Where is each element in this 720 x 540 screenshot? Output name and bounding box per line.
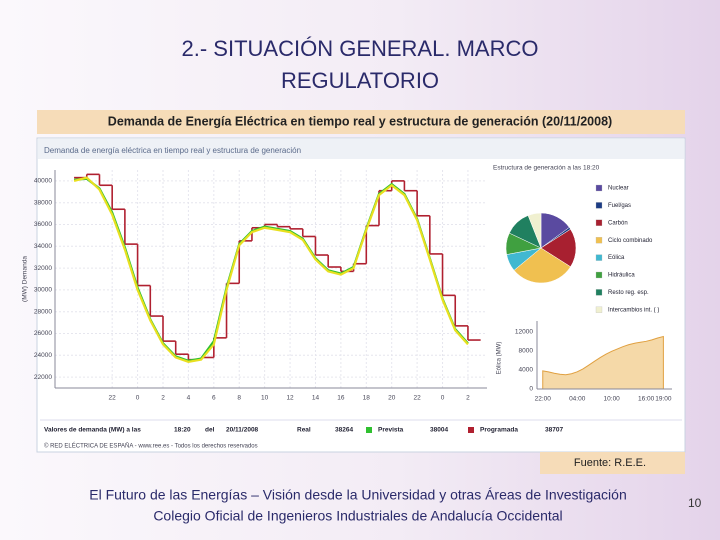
panel xyxy=(36,137,686,453)
y-tick-label: 36000 xyxy=(34,221,52,228)
x-tick-label: 22:00 xyxy=(535,396,552,403)
legend-swatch xyxy=(595,219,603,226)
y-tick-label: 30000 xyxy=(34,287,52,294)
legend-swatch xyxy=(595,306,603,313)
y-axis-label: (MW) Demanda xyxy=(22,256,29,302)
legend-swatch xyxy=(595,202,603,209)
y-tick-label: 4000 xyxy=(519,367,534,374)
legend-label: Carbón xyxy=(608,220,628,226)
pie-slice xyxy=(527,212,542,249)
x-tick-label: 10 xyxy=(261,395,269,402)
source: Fuente: R.E.E. xyxy=(574,457,646,469)
series-line xyxy=(73,176,469,363)
legend-label: Hidráulica xyxy=(608,273,635,279)
summary-time: 18:20 xyxy=(174,427,191,434)
summary-name: Programada xyxy=(480,427,518,434)
legend-label: Nuclear xyxy=(608,186,629,192)
x-tick-label: 0 xyxy=(136,395,140,402)
footer: Colegio Oficial de Ingenieros Industrial… xyxy=(153,508,562,524)
y-tick-label: 28000 xyxy=(34,308,52,315)
pie-slice xyxy=(540,228,577,268)
y-axis-label: Eólica (MW) xyxy=(497,342,503,375)
area xyxy=(542,335,664,390)
summary-name: Prevista xyxy=(378,427,404,434)
summary-name: Real xyxy=(297,427,311,434)
summary-value: 38004 xyxy=(430,427,448,434)
y-tick-label: 34000 xyxy=(34,243,52,250)
panel-title: Demanda de energía eléctrica en tiempo r… xyxy=(44,146,301,155)
legend-label: Resto reg. esp. xyxy=(608,290,649,296)
legend-label: Intercambios int. ( ) xyxy=(608,307,659,313)
summary-label: Valores de demanda (MW) a las xyxy=(44,427,141,434)
subtitle-band xyxy=(37,110,685,134)
y-tick-label: 24000 xyxy=(34,352,52,359)
legend-swatch xyxy=(595,237,603,244)
slide-title: 2.- SITUACIÓN GENERAL. MARCO xyxy=(182,36,539,61)
x-tick-label: 20 xyxy=(388,395,396,402)
x-tick-label: 6 xyxy=(212,395,216,402)
legend-label: Fuel/gas xyxy=(608,203,631,209)
x-tick-label: 22 xyxy=(109,395,117,402)
x-tick-label: 12 xyxy=(286,395,294,402)
legend-swatch xyxy=(595,254,603,261)
x-tick-label: 22 xyxy=(414,395,422,402)
y-tick-label: 40000 xyxy=(34,178,52,185)
x-tick-label: 04:00 xyxy=(569,396,586,403)
y-tick-label: 26000 xyxy=(34,330,52,337)
x-tick-label: 18 xyxy=(363,395,371,402)
summary-value: 38707 xyxy=(545,427,563,434)
x-tick-label: 16:00 xyxy=(638,396,655,403)
legend-swatch xyxy=(595,289,603,296)
page-number: 10 xyxy=(688,496,702,510)
copyright: © RED ELÉCTRICA DE ESPAÑA - www.ree.es -… xyxy=(44,443,258,450)
x-tick-label: 4 xyxy=(187,395,191,402)
y-tick-label: 38000 xyxy=(34,199,52,206)
summary-del: del xyxy=(205,427,215,434)
x-tick-label: 2 xyxy=(161,395,165,402)
legend-swatch xyxy=(595,184,603,192)
x-tick-label: 14 xyxy=(312,395,320,402)
subtitle: Demanda de Energía Eléctrica en tiempo r… xyxy=(108,114,612,128)
legend-label: Ciclo combinado xyxy=(608,238,653,244)
summary-swatch xyxy=(366,427,372,433)
source-band xyxy=(540,452,685,474)
x-tick-label: 8 xyxy=(237,395,241,402)
x-tick-label: 0 xyxy=(441,395,445,402)
slide-title: REGULATORIO xyxy=(281,68,439,93)
y-tick-label: 32000 xyxy=(34,265,52,272)
summary-date: 20/11/2008 xyxy=(226,427,259,434)
y-tick-label: 12000 xyxy=(515,328,533,335)
y-tick-label: 22000 xyxy=(34,374,52,381)
x-tick-label: 2 xyxy=(466,395,470,402)
x-tick-label: 16 xyxy=(337,395,345,402)
panel-header xyxy=(38,139,684,159)
summary-value: 38264 xyxy=(335,427,353,434)
legend-swatch xyxy=(595,271,603,279)
pie-title: Estructura de generación a las 18:20 xyxy=(493,165,600,172)
legend-label: Eólica xyxy=(608,255,625,261)
pie-slice xyxy=(513,247,571,284)
y-tick-label: 0 xyxy=(529,386,533,393)
summary-swatch xyxy=(468,427,474,433)
x-tick-label: 10:00 xyxy=(604,396,621,403)
y-tick-label: 8000 xyxy=(519,348,534,355)
x-tick-label: 19:00 xyxy=(655,396,672,403)
footer: El Futuro de las Energías – Visión desde… xyxy=(89,487,626,503)
